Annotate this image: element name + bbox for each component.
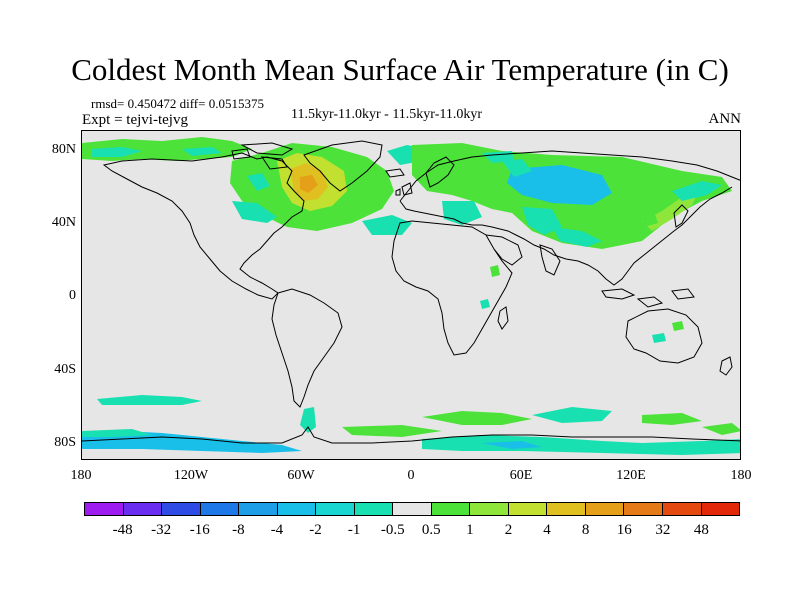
lat-tick-0: 0	[69, 288, 76, 303]
world-map	[81, 130, 741, 460]
lon-tick-180e: 180	[730, 468, 752, 483]
anomaly-region	[342, 425, 442, 437]
colorbar-swatch	[354, 503, 394, 515]
season-label: ANN	[708, 111, 742, 127]
map-canvas	[82, 137, 740, 455]
lat-tick-40s: 40S	[54, 362, 76, 377]
anomaly-region	[442, 201, 482, 225]
anomaly-fields	[82, 137, 740, 455]
colorbar-swatch	[624, 503, 663, 515]
colorbar-swatch	[277, 503, 317, 515]
anomaly-region	[672, 321, 684, 331]
colorbar-label: -48	[112, 522, 133, 538]
coastline-greenland	[303, 140, 383, 192]
colorbar-label: 0.5	[421, 522, 441, 538]
colorbar-label: -16	[189, 522, 210, 538]
colorbar-label: 32	[655, 522, 671, 538]
lon-tick-60e: 60E	[509, 468, 533, 483]
anomaly-region	[300, 175, 318, 193]
colorbar	[84, 502, 740, 516]
anomaly-region	[300, 407, 316, 433]
coastline-japan	[673, 204, 689, 228]
map-title: Coldest Month Mean Surface Air Temperatu…	[71, 52, 729, 87]
anomaly-region	[652, 333, 666, 343]
colorbar-swatch	[316, 503, 355, 515]
anomaly-region	[422, 411, 532, 425]
coastline-africa	[391, 220, 513, 356]
stats-label: rmsd= 0.450472 diff= 0.0515375	[91, 96, 264, 111]
coastline-indonesia	[601, 288, 695, 308]
lon-tick-180w: 180	[70, 468, 92, 483]
colorbar-label: 4	[543, 522, 551, 538]
anomaly-region	[97, 395, 202, 405]
colorbar-swatch	[508, 503, 548, 515]
anomaly-region	[507, 165, 612, 205]
anomaly-region	[502, 159, 532, 177]
anomaly-region	[182, 147, 222, 156]
colorbar-label: -1	[347, 522, 361, 538]
anomaly-region	[672, 181, 722, 201]
colorbar-label: 16	[616, 522, 632, 538]
coastline-south-america	[271, 288, 343, 408]
anomaly-region	[82, 429, 152, 437]
coastline-antarctica	[82, 426, 740, 444]
anomaly-region	[642, 413, 702, 425]
colorbar-swatch	[239, 503, 278, 515]
colorbar-swatch	[162, 503, 201, 515]
colorbar-label: -4	[270, 522, 284, 538]
coastline-eurasia	[399, 150, 740, 286]
colorbar-label: 1	[466, 522, 474, 538]
anomaly-region	[247, 173, 270, 191]
colorbar-swatch	[431, 503, 471, 515]
coastline-arabia-india	[485, 234, 561, 276]
anomaly-region	[480, 299, 490, 309]
coastline-australia	[625, 308, 703, 364]
anomaly-region	[532, 407, 612, 423]
lat-tick-40n: 40N	[51, 215, 76, 230]
colorbar-swatch	[662, 503, 702, 515]
anomaly-region	[422, 435, 740, 455]
anomaly-region	[82, 431, 302, 453]
anomaly-region	[702, 423, 740, 435]
anomaly-region	[552, 227, 602, 247]
coastline-scandinavia	[425, 156, 455, 188]
colorbar-swatch	[123, 503, 163, 515]
coastlines	[82, 140, 740, 444]
lat-tick-80s: 80S	[54, 435, 76, 450]
colorbar-swatch	[585, 503, 625, 515]
period-label: 11.5kyr-11.0kyr - 11.5kyr-11.0kyr	[291, 107, 482, 122]
colorbar-label: -0.5	[380, 522, 405, 538]
colorbar-label: -32	[151, 522, 172, 538]
lon-tick-60w: 60W	[287, 468, 315, 483]
colorbar-label: -2	[309, 522, 322, 538]
colorbar-label: 2	[504, 522, 513, 538]
anomaly-region	[362, 215, 412, 235]
anomaly-region	[482, 441, 542, 449]
anomaly-region	[232, 201, 277, 223]
coastline-madagascar	[497, 306, 509, 330]
experiment-label: Expt = tejvi-tejvg	[82, 112, 188, 128]
anomaly-region	[490, 265, 500, 277]
colorbar-swatch	[393, 503, 432, 515]
colorbar-swatch	[85, 503, 124, 515]
lon-tick-0: 0	[407, 468, 415, 483]
coastline-british-isles	[395, 182, 413, 196]
anomaly-region	[92, 147, 142, 157]
anomaly-region	[642, 211, 658, 227]
colorbar-swatch	[470, 503, 509, 515]
lon-tick-120e: 120E	[616, 468, 646, 483]
coastline-iceland	[385, 168, 405, 178]
colorbar-label: -8	[232, 522, 245, 538]
coastline-arctic-islands	[231, 142, 294, 170]
lat-tick-80n: 80N	[51, 142, 76, 157]
lon-tick-120w: 120W	[173, 468, 209, 483]
colorbar-label: 8	[581, 522, 590, 538]
coastline-new-zealand	[719, 356, 733, 376]
colorbar-swatch	[200, 503, 240, 515]
colorbar-label: 48	[693, 522, 709, 538]
anomaly-region	[522, 207, 562, 235]
coastline-north-america	[102, 152, 305, 300]
colorbar-swatch	[547, 503, 586, 515]
colorbar-swatch	[701, 503, 740, 515]
